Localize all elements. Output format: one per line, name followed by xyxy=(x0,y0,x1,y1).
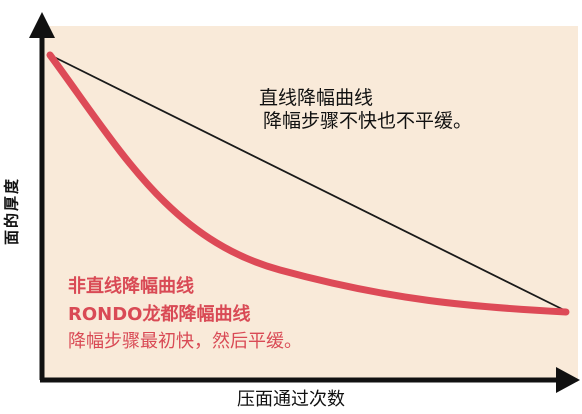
straight-line-description: 降幅步骤不快也不平缓。 xyxy=(263,110,473,132)
curve-description: 降幅步骤最初快，然后平缓。 xyxy=(68,331,302,352)
straight-decline-line xyxy=(49,54,567,312)
plot-background xyxy=(40,26,578,382)
y-axis-label: 面的厚度 xyxy=(2,176,21,246)
x-axis-arrow-icon xyxy=(556,367,580,393)
y-axis-arrow-icon xyxy=(29,12,55,38)
curve-title: 非直线降幅曲线 xyxy=(68,276,194,297)
straight-line-title: 直线降幅曲线 xyxy=(259,87,374,109)
curve-subtitle: RONDO龙都降幅曲线 xyxy=(68,304,251,325)
x-axis-label: 压面通过次数 xyxy=(237,389,345,410)
nonlinear-decline-curve xyxy=(46,51,570,316)
